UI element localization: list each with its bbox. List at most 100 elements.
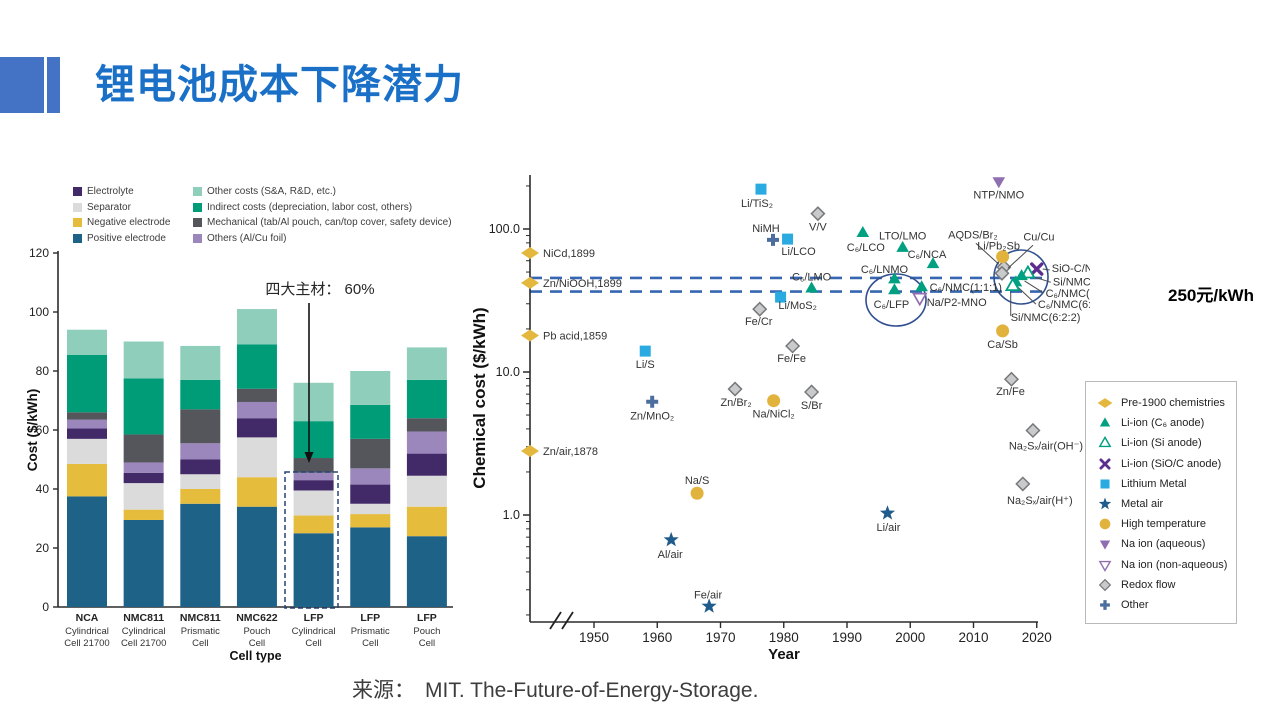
legend-label: Li-ion (SiO/C anode)	[1121, 457, 1222, 470]
bar-segment	[406, 453, 447, 476]
plus-legend-icon	[1100, 600, 1110, 610]
pre1900-label: Pb acid,1859	[543, 330, 607, 342]
metal-air-star-icon	[663, 531, 679, 547]
x-tick-label: 1950	[579, 630, 609, 645]
point-label: Ca/Sb	[987, 339, 1018, 351]
y-tick-label: 1.0	[503, 508, 520, 522]
point-label: Li/TiS₂	[741, 198, 773, 210]
pre1900-legend-icon	[1097, 398, 1113, 409]
bar-segment	[180, 474, 221, 489]
annotation-dashed-box	[284, 471, 339, 609]
bar-segment	[123, 519, 164, 607]
liion-c6-triangle-icon	[805, 281, 818, 293]
legend-item: Li-ion (C₆ anode)	[1095, 413, 1236, 433]
legend-item: Indirect costs (depreciation, labor cost…	[193, 200, 452, 216]
liion-c6-triangle-icon	[896, 240, 909, 252]
title-accent-bar-wide	[0, 57, 44, 113]
bar-segment	[236, 309, 277, 345]
point-label: NiMH	[752, 223, 780, 235]
y-axis-title: Cost ($/kWh)	[25, 389, 40, 472]
x-category-subline: Cell	[249, 638, 265, 649]
bar-segment	[123, 472, 164, 484]
legend-label: Redox flow	[1121, 578, 1176, 591]
x-category-subline: Cell	[192, 638, 208, 649]
x-category-subline: Cell 21700	[121, 638, 166, 649]
legend-swatch-icon	[193, 218, 202, 228]
point-label: Na/S	[685, 475, 709, 487]
legend-label: Na ion (aqueous)	[1121, 538, 1206, 551]
bar-segment	[236, 418, 277, 438]
x-tick-label: 1990	[832, 630, 862, 645]
legend-item: Na ion (aqueous)	[1095, 534, 1236, 554]
redox-flow-diamond-icon	[810, 206, 826, 222]
legend-item: Li-ion (Si anode)	[1095, 433, 1236, 453]
legend-item: Na ion (non-aqueous)	[1095, 555, 1236, 575]
price-annotation: 250元/kWh	[1168, 286, 1254, 305]
highlight-circle	[865, 273, 927, 327]
x-category-label: LFP	[417, 612, 437, 624]
x-category-subline: Cell	[305, 638, 321, 649]
legend-label: High temperature	[1121, 518, 1206, 531]
bar-segment	[123, 341, 164, 379]
bar-segment	[67, 412, 107, 420]
x-category-subline: Prismatic	[351, 626, 390, 637]
bar-segment	[293, 490, 334, 516]
bar-segment	[180, 503, 221, 607]
high-temp-circle-icon	[690, 486, 704, 500]
redox-flow-diamond-icon	[727, 381, 743, 397]
point-label: NTP/NMO	[973, 189, 1024, 201]
y-tick-label: 20	[36, 541, 50, 555]
liion-sioc-x-icon	[1099, 458, 1111, 470]
bar-segment	[406, 536, 447, 607]
bar-segment	[406, 379, 447, 419]
label-leader-line	[975, 242, 1000, 265]
bar-segment	[293, 382, 334, 422]
bar-segment	[67, 354, 107, 413]
x-category-subline: Cylindrical	[122, 626, 166, 637]
legend-swatch-icon	[73, 202, 82, 212]
legend-item: Positive electrode	[73, 231, 170, 247]
point-label: Zn/Fe	[996, 386, 1025, 398]
bar-segment	[350, 468, 391, 485]
lithium-metal-square-icon	[775, 291, 787, 303]
y-axis-title: Chemical cost ($/kWh)	[470, 307, 489, 488]
x-tick-label: 2010	[958, 630, 988, 645]
bar-segment	[350, 503, 391, 515]
source-text: MIT. The-Future-of-Energy-Storage.	[425, 679, 759, 702]
x-category-subline: Pouch	[243, 626, 270, 637]
high-temp-circle-icon	[996, 250, 1010, 264]
na-aqueous-triangle-icon	[1099, 540, 1111, 550]
point-label: Na/NiCl₂	[753, 409, 795, 421]
bar-segment	[350, 527, 391, 607]
bar-segment	[180, 379, 221, 410]
na-aqueous-triangle-icon	[992, 177, 1006, 189]
redox-flow-diamond-icon	[1098, 578, 1112, 591]
source-label: 来源：	[352, 679, 415, 702]
legend-item: Other costs (S&A, R&D, etc.)	[193, 184, 452, 200]
legend-label: Indirect costs (depreciation, labor cost…	[207, 201, 413, 213]
point-label: Li/air	[877, 522, 901, 534]
lithium-metal-square-icon	[755, 183, 767, 195]
bar-segment	[67, 329, 107, 355]
liion-c6-triangle-icon	[926, 257, 940, 269]
point-label: Fe/Cr	[745, 316, 773, 328]
x-category-subline: Prismatic	[181, 626, 220, 637]
x-tick-label: 2020	[1022, 630, 1052, 645]
point-label: Si/NMC(6:2:2)	[1011, 312, 1081, 324]
bar-segment	[406, 475, 447, 507]
x-category-label: LFP	[360, 612, 380, 624]
pre1900-diamond-icon	[521, 276, 539, 289]
bar-segment	[293, 515, 334, 534]
label-leader-line	[1017, 286, 1037, 305]
bar-segment	[123, 378, 164, 435]
legend-label: Others (Al/Cu foil)	[207, 232, 287, 244]
bar-segment	[180, 489, 221, 504]
y-tick-label: 100.0	[489, 222, 520, 236]
point-label: Li/S	[636, 359, 655, 371]
downtri_open-legend-icon	[1098, 560, 1112, 572]
legend-item: Others (Al/Cu foil)	[193, 231, 452, 247]
legend-label: Other costs (S&A, R&D, etc.)	[207, 186, 336, 198]
x-tick-label: 2000	[895, 630, 925, 645]
redox-flow-diamond-icon	[1015, 476, 1031, 492]
